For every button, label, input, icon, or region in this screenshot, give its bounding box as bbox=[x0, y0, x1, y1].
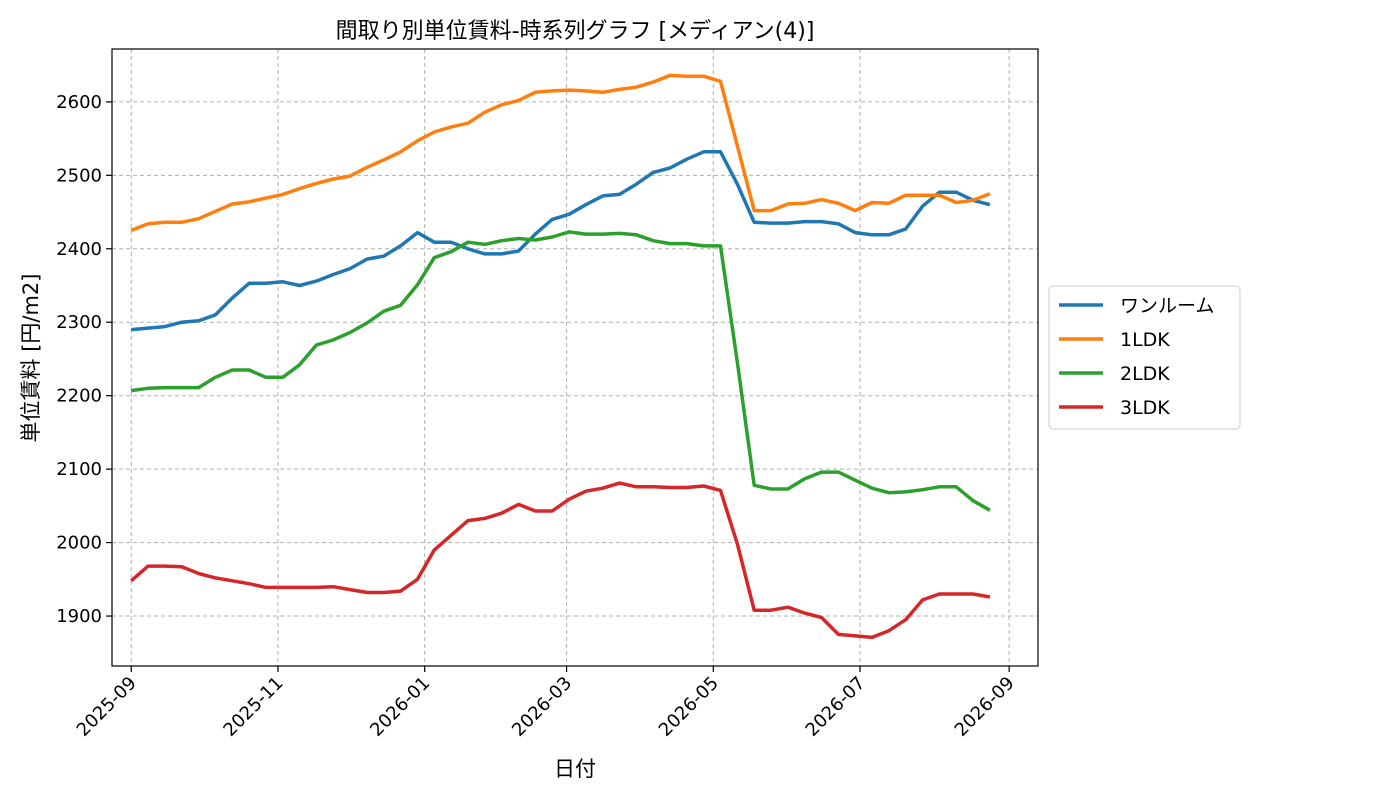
x-tick-label: 2026-07 bbox=[802, 673, 870, 741]
y-tick-label: 2100 bbox=[56, 459, 102, 480]
series-lines bbox=[130, 73, 991, 640]
x-axis-label: 日付 bbox=[554, 757, 596, 781]
plot-frame bbox=[111, 48, 1039, 667]
x-tick-label: 2025-11 bbox=[219, 673, 287, 741]
y-tick-label: 2500 bbox=[56, 165, 102, 186]
chart-title: 間取り別単位賃料-時系列グラフ [メディアン(4)] bbox=[336, 19, 815, 44]
legend-label: 3LDK bbox=[1120, 397, 1170, 419]
series-line-0 bbox=[131, 150, 991, 332]
legend-label: 1LDK bbox=[1120, 329, 1170, 351]
y-tick-label: 2300 bbox=[56, 312, 102, 333]
y-tick-label: 2600 bbox=[56, 92, 102, 113]
y-tick-label: 2200 bbox=[56, 386, 102, 407]
legend-label: 2LDK bbox=[1120, 363, 1170, 385]
legend: ワンルーム 1LDK 2LDK 3LDK bbox=[1048, 285, 1241, 430]
x-tick-label: 2026-05 bbox=[655, 673, 723, 741]
x-tick-label: 2025-09 bbox=[73, 673, 141, 741]
series-line-2 bbox=[130, 230, 991, 512]
y-tick-label: 2400 bbox=[56, 239, 102, 260]
grid bbox=[112, 49, 1038, 666]
y-tick-label: 2000 bbox=[56, 533, 102, 554]
legend-box bbox=[1048, 285, 1241, 430]
x-tick-label: 2026-03 bbox=[508, 673, 576, 741]
y-tick-label: 1900 bbox=[56, 606, 102, 627]
x-tick-label: 2026-01 bbox=[366, 673, 434, 741]
legend-label: ワンルーム bbox=[1120, 295, 1214, 317]
x-tick-label: 2026-09 bbox=[951, 673, 1019, 741]
x-axis-ticks: 2025-09 2025-11 2026-01 2026-03 2026-05 2026-… bbox=[73, 666, 1019, 741]
y-axis-ticks: 1900 2000 2100 2200 2300 2400 2500 2600 bbox=[56, 92, 112, 627]
y-axis-label: 単位賃料 [円/m2] bbox=[19, 274, 43, 443]
series-line-3 bbox=[130, 481, 991, 640]
series-line-1 bbox=[130, 73, 991, 233]
